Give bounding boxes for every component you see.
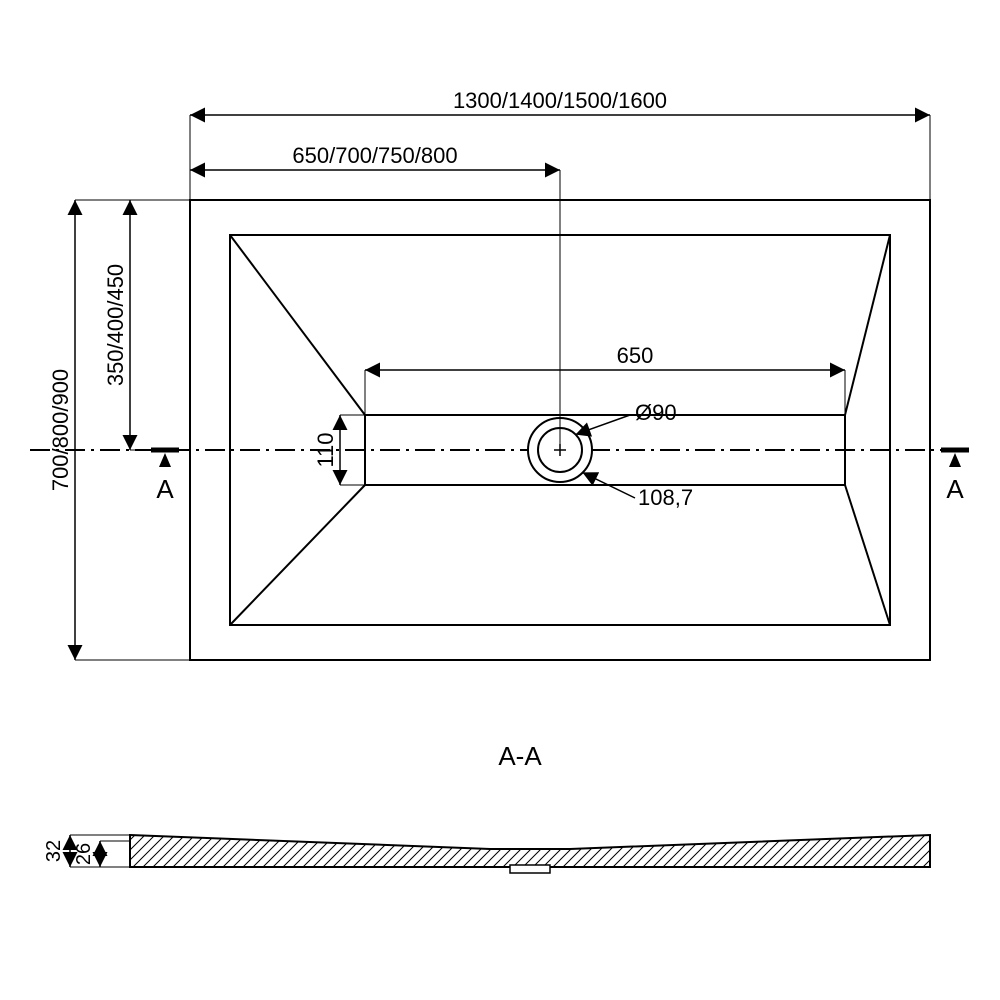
slope-line: [845, 235, 890, 415]
dim-channel-h: 110: [313, 432, 338, 467]
dim-drain-dia: Ø90: [635, 400, 677, 425]
slope-line: [845, 485, 890, 625]
section-title: A-A: [498, 741, 542, 771]
section-drain: [510, 865, 550, 873]
svg-text:700/800/900: 700/800/900: [48, 369, 73, 491]
svg-text:650/700/750/800: 650/700/750/800: [292, 143, 457, 168]
slope-line: [230, 485, 365, 625]
svg-text:1300/1400/1500/1600: 1300/1400/1500/1600: [453, 88, 667, 113]
slope-line: [230, 235, 365, 415]
dim-inner-width: 650: [617, 343, 654, 368]
dim-profile-26: 26: [73, 843, 95, 865]
section-mark-label: A: [156, 474, 174, 504]
dim-profile-32: 32: [43, 840, 65, 862]
section-mark-label: A: [946, 474, 964, 504]
dim-drain-dist: 108,7: [638, 485, 693, 510]
svg-text:350/400/450: 350/400/450: [103, 264, 128, 386]
section-profile: [130, 835, 930, 867]
